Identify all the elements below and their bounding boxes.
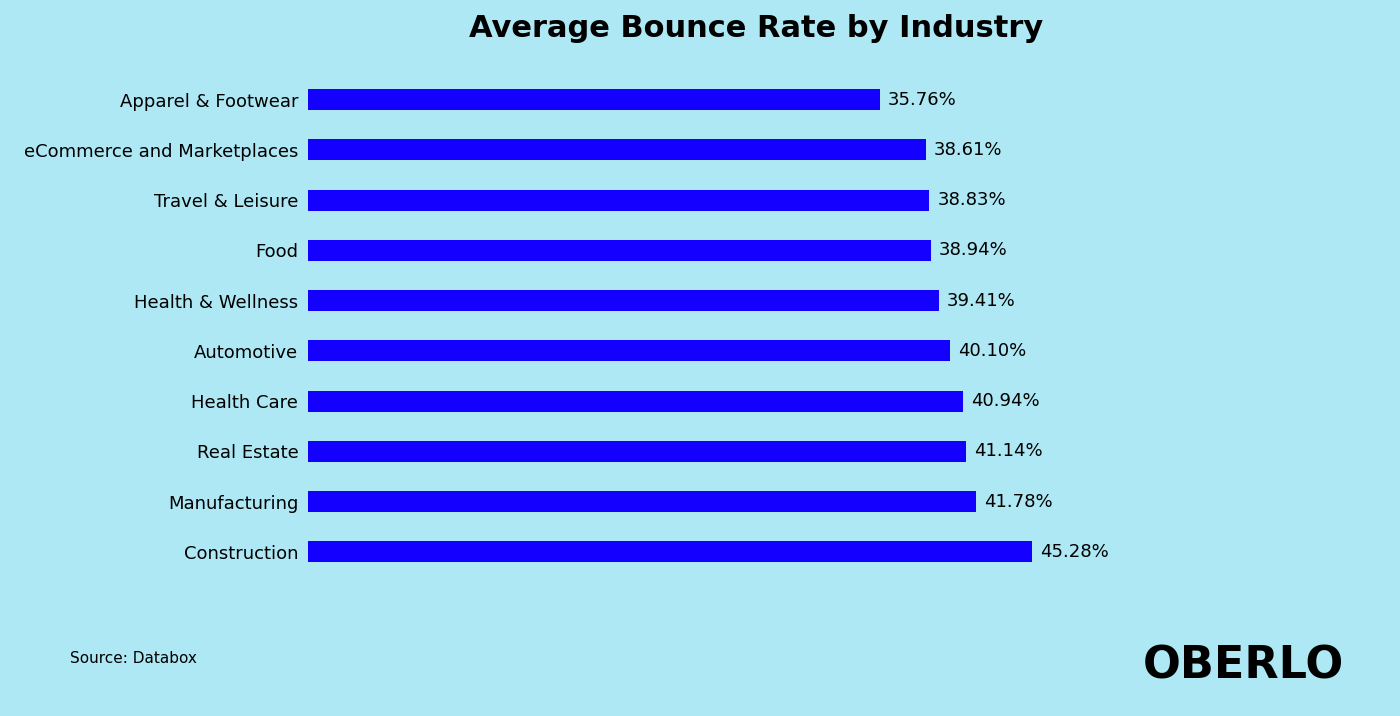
Title: Average Bounce Rate by Industry: Average Bounce Rate by Industry [469, 14, 1043, 43]
Text: 40.94%: 40.94% [972, 392, 1040, 410]
Bar [308, 491, 976, 512]
Bar [308, 89, 881, 110]
Bar [308, 290, 938, 311]
Text: 39.41%: 39.41% [946, 291, 1015, 309]
Bar [308, 190, 930, 211]
Text: 40.10%: 40.10% [958, 342, 1026, 360]
Text: 38.61%: 38.61% [934, 141, 1002, 159]
Bar [308, 541, 1032, 563]
Text: 45.28%: 45.28% [1040, 543, 1109, 561]
Text: 41.14%: 41.14% [974, 442, 1043, 460]
Bar [308, 391, 963, 412]
Text: 38.94%: 38.94% [939, 241, 1008, 259]
Text: 35.76%: 35.76% [888, 91, 958, 109]
Text: 38.83%: 38.83% [937, 191, 1007, 209]
Bar [308, 340, 949, 362]
Text: Source: Databox: Source: Databox [70, 651, 197, 666]
Bar [308, 441, 966, 462]
Bar [308, 140, 925, 160]
Text: OBERLO: OBERLO [1142, 644, 1344, 687]
Bar [308, 240, 931, 261]
Text: 41.78%: 41.78% [984, 493, 1053, 511]
